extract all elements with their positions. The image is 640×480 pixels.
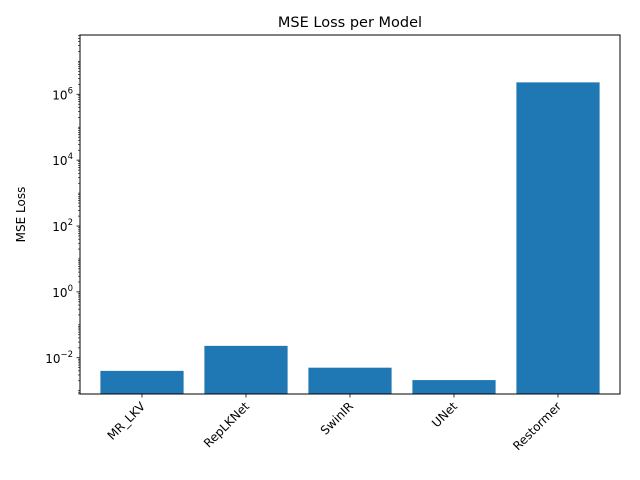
bar-restormer xyxy=(516,82,600,395)
y-tick-label: 100 xyxy=(52,284,73,300)
bar-unet xyxy=(412,380,496,394)
y-axis-label: MSE Loss xyxy=(14,187,28,243)
chart-title: MSE Loss per Model xyxy=(278,15,422,31)
y-ticks-group: 10−2 100 102 104 106 xyxy=(45,35,80,395)
plot-frame xyxy=(79,34,621,395)
y-tick-label: 102 xyxy=(52,218,73,234)
bar-swinir xyxy=(308,367,392,394)
y-tick-label: 10−2 xyxy=(45,350,73,366)
bar-mr-lkv xyxy=(100,370,184,394)
bars-group xyxy=(100,82,600,395)
y-tick-label: 106 xyxy=(52,86,73,102)
bar-replknet xyxy=(204,345,288,394)
y-tick-label: 104 xyxy=(52,152,73,168)
